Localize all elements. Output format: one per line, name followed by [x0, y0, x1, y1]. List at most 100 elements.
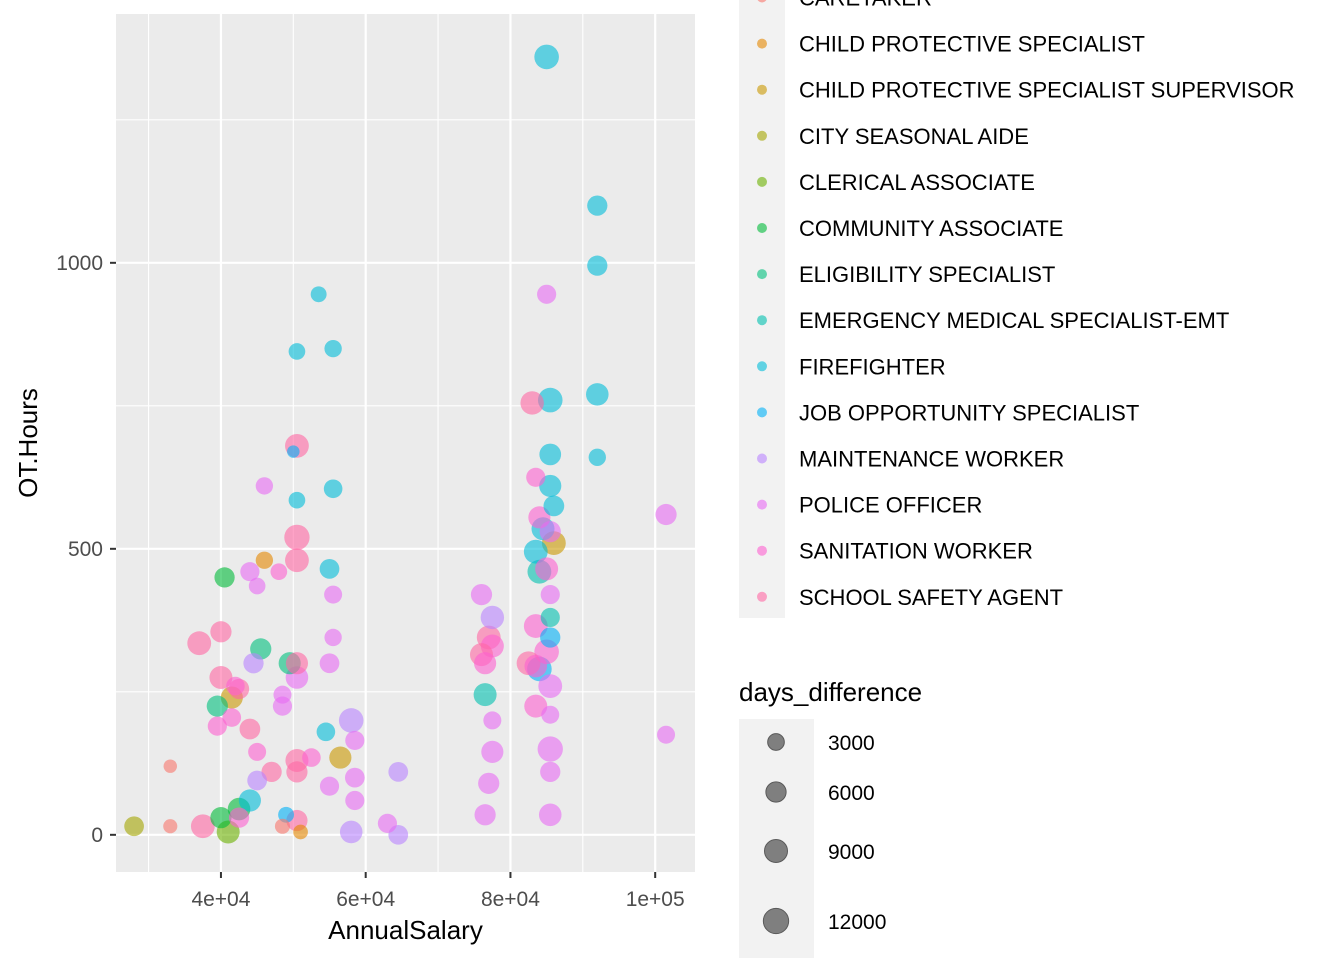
color-legend-label: ELIGIBILITY SPECIALIST — [799, 262, 1055, 287]
data-point — [247, 770, 267, 791]
data-point — [288, 343, 306, 360]
color-legend-key — [757, 407, 767, 418]
data-point — [324, 585, 343, 604]
data-point — [520, 391, 544, 415]
data-point — [324, 628, 342, 647]
data-point — [124, 816, 144, 837]
data-point — [473, 683, 497, 707]
data-point — [243, 653, 264, 674]
data-point — [474, 652, 497, 675]
data-point — [319, 653, 340, 674]
plot-panel — [116, 14, 695, 872]
size-legend-label: 12000 — [828, 911, 886, 934]
size-legend-label: 6000 — [828, 782, 875, 805]
data-point — [535, 557, 559, 581]
color-legend-key — [757, 545, 767, 556]
color-legend-key — [757, 269, 767, 280]
color-legend-label: CITY SEASONAL AIDE — [799, 124, 1029, 149]
data-point — [240, 562, 260, 582]
data-point — [238, 789, 261, 812]
color-legend-label: JOB OPPORTUNITY SPECIALIST — [799, 400, 1139, 425]
data-point — [540, 761, 561, 783]
data-point — [293, 824, 308, 840]
data-point — [210, 621, 232, 643]
x-axis: 4e+04 6e+04 8e+04 1e+05 — [191, 872, 685, 911]
data-point — [187, 631, 212, 656]
color-legend-key — [757, 361, 767, 372]
data-point — [478, 772, 500, 794]
data-point — [538, 674, 563, 699]
data-point — [163, 759, 178, 773]
data-point — [248, 742, 267, 761]
data-point — [248, 577, 266, 595]
data-point — [541, 705, 560, 724]
color-legend: CARETAKER CHILD PROTECTIVE SPECIALIST CHIL… — [739, 0, 1295, 618]
data-point — [539, 521, 561, 543]
data-point — [586, 383, 609, 406]
data-point — [310, 286, 327, 303]
data-point — [587, 195, 608, 216]
data-point — [588, 448, 606, 466]
data-point — [523, 539, 548, 564]
data-point — [344, 767, 365, 788]
y-axis-title: OT.Hours — [13, 388, 43, 498]
size-legend-key — [765, 781, 787, 803]
data-point — [302, 748, 321, 767]
data-point — [657, 725, 676, 744]
data-point — [288, 491, 306, 509]
x-tick-label: 6e+04 — [336, 888, 395, 911]
data-point — [524, 694, 548, 718]
color-legend-key — [757, 223, 767, 233]
data-point — [539, 443, 562, 466]
color-legend-label: POLICE OFFICER — [799, 493, 982, 518]
size-legend-key — [762, 907, 790, 935]
size-legend-title: days_difference — [739, 677, 922, 707]
data-point — [526, 467, 546, 487]
data-point — [206, 695, 228, 717]
data-points — [124, 44, 677, 845]
data-point — [345, 790, 365, 811]
data-point — [273, 685, 292, 704]
color-legend-label: FIREFIGHTER — [799, 354, 946, 379]
color-legend-label: COMMUNITY ASSOCIATE — [799, 216, 1063, 241]
color-legend-key — [757, 453, 767, 464]
size-legend-key — [764, 839, 788, 863]
data-point — [534, 44, 559, 70]
data-point — [480, 605, 505, 630]
data-point — [285, 652, 309, 675]
data-point — [286, 761, 308, 783]
data-point — [226, 676, 245, 696]
data-point — [470, 583, 493, 606]
data-point — [524, 654, 548, 678]
data-point — [261, 761, 282, 783]
data-point — [538, 803, 562, 827]
color-legend-label: CLERICAL ASSOCIATE — [799, 170, 1035, 195]
y-axis: 0 500 1000 — [56, 252, 116, 847]
data-point — [319, 776, 340, 796]
data-point — [239, 718, 261, 740]
size-legend-label: 9000 — [828, 841, 875, 864]
data-point — [163, 819, 178, 834]
data-point — [324, 339, 342, 358]
data-point — [284, 524, 310, 551]
data-point — [587, 255, 608, 276]
y-tick-label: 500 — [68, 538, 103, 561]
data-point — [474, 804, 496, 826]
data-point — [339, 820, 363, 844]
data-point — [255, 477, 274, 495]
grid-minor — [116, 14, 695, 872]
size-legend-label: 3000 — [828, 732, 875, 755]
y-tick-label: 0 — [91, 824, 103, 847]
size-legend: days_difference 3000 6000 9000 12000 — [739, 677, 922, 958]
color-legend-key — [757, 38, 767, 49]
data-point — [345, 730, 365, 751]
data-point — [543, 495, 565, 517]
data-point — [207, 716, 227, 736]
color-legend-key — [757, 591, 767, 602]
data-point — [287, 445, 300, 458]
data-point — [270, 563, 288, 581]
color-legend-key — [757, 315, 767, 326]
data-point — [210, 807, 232, 829]
color-legend-label: EMERGENCY MEDICAL SPECIALIST-EMT — [799, 308, 1229, 333]
data-point — [540, 627, 561, 648]
